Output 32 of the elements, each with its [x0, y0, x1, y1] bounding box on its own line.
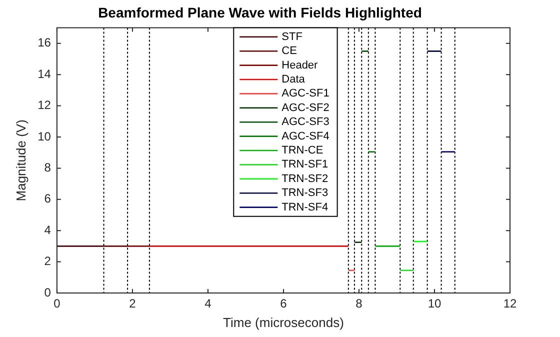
legend-label: TRN-SF4 — [282, 201, 328, 214]
y-axis-title: Magnitude (V) — [13, 120, 28, 202]
y-tick-label: 6 — [44, 192, 52, 206]
x-tick-label: 10 — [428, 296, 442, 311]
legend-label: AGC-SF3 — [282, 116, 330, 128]
legend-label: CE — [282, 45, 297, 58]
chart-title: Beamformed Plane Wave with Fields Highlighted — [98, 4, 422, 20]
x-tick-label: 4 — [204, 296, 212, 311]
y-tick-label: 8 — [44, 160, 52, 175]
legend-label: Header — [282, 59, 318, 72]
y-tick-label: 10 — [38, 129, 52, 144]
legend-label: TRN-SF3 — [282, 187, 328, 200]
x-tick-label: 2 — [129, 296, 136, 311]
y-tick-label: 0 — [44, 285, 52, 300]
legend-label: AGC-SF2 — [282, 102, 330, 114]
x-tick-label: 0 — [54, 296, 61, 311]
legend-label: TRN-SF1 — [282, 158, 328, 171]
x-tick-label: 8 — [356, 296, 363, 311]
legend-label: Data — [282, 74, 306, 86]
y-tick-label: 4 — [44, 222, 52, 237]
legend-label: TRN-SF2 — [282, 172, 328, 185]
x-axis-title: Time (microseconds) — [223, 314, 344, 330]
x-tick-label: 12 — [503, 296, 517, 311]
legend-label: TRN-CE — [282, 144, 324, 157]
legend-label: AGC-SF1 — [282, 88, 330, 100]
x-tick-label: 6 — [280, 296, 288, 311]
legend-label: AGC-SF4 — [282, 130, 330, 142]
y-tick-label: 16 — [38, 36, 52, 50]
y-tick-label: 12 — [38, 98, 52, 112]
y-tick-label: 2 — [44, 254, 52, 268]
legend-label: STF — [282, 30, 303, 43]
y-tick-label: 14 — [38, 66, 52, 81]
